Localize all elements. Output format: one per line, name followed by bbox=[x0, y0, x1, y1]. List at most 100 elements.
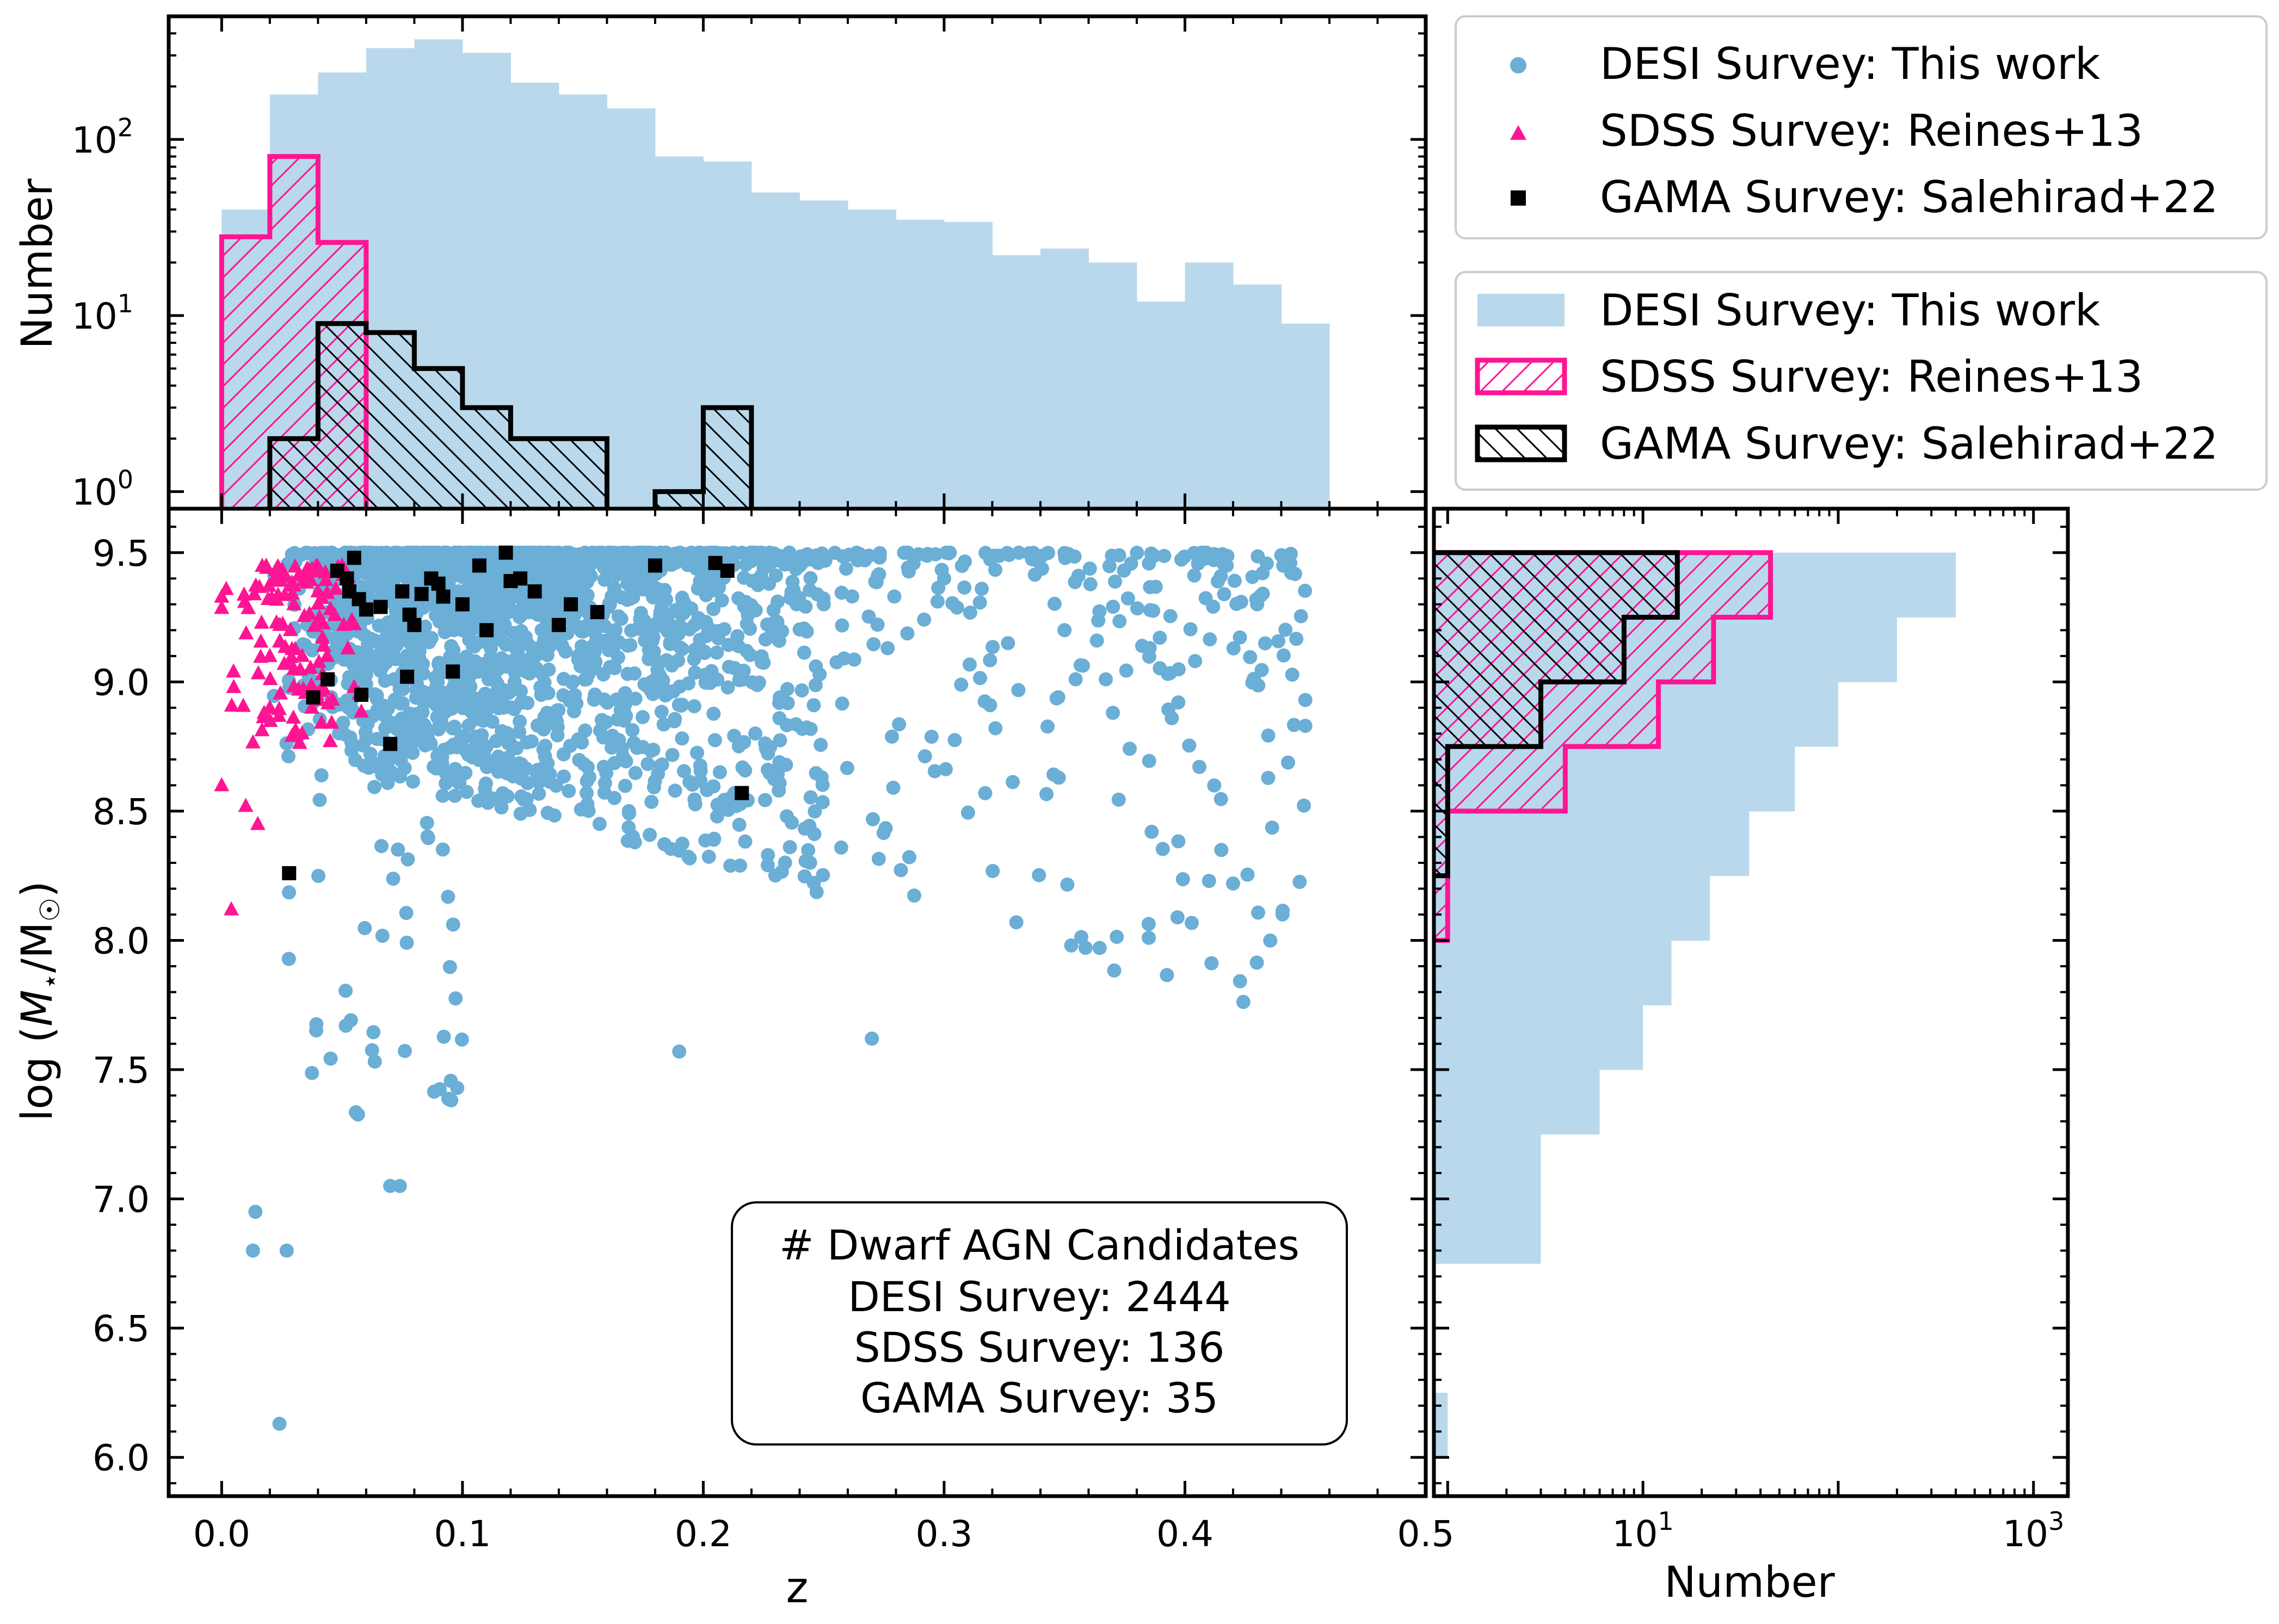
legend-desi-marker-label: DESI Survey: This work bbox=[1600, 39, 2101, 89]
desi-point bbox=[1207, 547, 1222, 561]
sdss-point bbox=[311, 653, 327, 668]
desi-point bbox=[870, 618, 885, 632]
desi-point bbox=[435, 842, 450, 857]
desi-point bbox=[556, 561, 571, 576]
desi-point bbox=[484, 641, 498, 656]
desi-point bbox=[489, 698, 503, 713]
desi-point bbox=[282, 885, 297, 900]
desi-point bbox=[611, 566, 626, 581]
sdss-point bbox=[236, 586, 252, 601]
gama-point bbox=[564, 597, 578, 612]
sdss-point bbox=[262, 713, 278, 727]
legend-sdss-triangle-icon bbox=[1510, 125, 1526, 140]
desi-point bbox=[985, 863, 1000, 878]
desi-point bbox=[803, 721, 818, 736]
desi-point bbox=[314, 768, 329, 783]
desi-point bbox=[396, 624, 410, 639]
desi-point bbox=[435, 788, 450, 803]
desi-point bbox=[816, 868, 830, 882]
desi-point bbox=[917, 612, 932, 627]
desi-point bbox=[375, 706, 390, 721]
desi-point bbox=[410, 563, 425, 577]
sdss-point bbox=[264, 589, 280, 604]
top-gama-hatch bbox=[462, 407, 511, 509]
desi-point bbox=[534, 768, 549, 783]
desi-point bbox=[580, 774, 594, 788]
legend-sdss-marker-label: SDSS Survey: Reines+13 bbox=[1600, 106, 2143, 156]
desi-point bbox=[501, 589, 516, 604]
legend-gama-hist-label: GAMA Survey: Salehirad+22 bbox=[1600, 418, 2218, 469]
desi-point bbox=[596, 730, 611, 745]
desi-point bbox=[771, 594, 785, 609]
desi-point bbox=[344, 702, 359, 717]
desi-point bbox=[972, 595, 987, 610]
desi-point bbox=[367, 1054, 382, 1069]
desi-point bbox=[1204, 956, 1219, 971]
desi-point bbox=[390, 637, 404, 652]
desi-point bbox=[1144, 824, 1159, 839]
desi-point bbox=[445, 721, 460, 736]
desi-point bbox=[1092, 941, 1107, 955]
desi-point bbox=[901, 564, 916, 579]
sdss-point bbox=[214, 600, 230, 614]
desi-point bbox=[978, 786, 993, 800]
desi-point bbox=[1108, 575, 1123, 589]
legend-desi-circle-icon bbox=[1510, 57, 1526, 73]
sdss-point bbox=[247, 586, 262, 601]
desi-point bbox=[797, 645, 811, 660]
desi-point bbox=[379, 765, 393, 780]
gama-point bbox=[590, 605, 605, 620]
legend-desi-fill-swatch bbox=[1477, 294, 1564, 326]
desi-point bbox=[434, 549, 448, 564]
desi-point bbox=[783, 840, 797, 855]
desi-point bbox=[668, 783, 682, 798]
desi-point bbox=[721, 802, 736, 817]
desi-point bbox=[954, 677, 969, 692]
desi-point bbox=[421, 731, 435, 745]
desi-point bbox=[592, 817, 607, 831]
desi-point bbox=[556, 747, 571, 762]
desi-point bbox=[623, 591, 638, 606]
desi-point bbox=[778, 855, 792, 870]
desi-point bbox=[519, 761, 533, 776]
desi-point bbox=[298, 638, 312, 652]
desi-point bbox=[503, 759, 518, 774]
sdss-point bbox=[287, 558, 303, 573]
top-desi-bar bbox=[607, 108, 656, 509]
right-histogram-bars bbox=[1434, 550, 1956, 1458]
sdss-point bbox=[354, 703, 369, 718]
desi-point bbox=[1106, 706, 1120, 720]
top-gama-hatch bbox=[318, 323, 366, 509]
gama-point bbox=[436, 589, 451, 604]
desi-point bbox=[780, 682, 794, 696]
desi-point bbox=[305, 1066, 319, 1080]
desi-point bbox=[1183, 622, 1198, 637]
desi-point bbox=[706, 779, 721, 794]
desi-point bbox=[421, 831, 435, 845]
desi-point bbox=[1227, 573, 1242, 588]
desi-point bbox=[962, 657, 977, 672]
desi-point bbox=[514, 789, 528, 804]
desi-point bbox=[1122, 742, 1137, 756]
desi-point bbox=[723, 859, 738, 873]
desi-point bbox=[470, 664, 485, 679]
desi-point bbox=[835, 618, 849, 633]
desi-point bbox=[624, 623, 639, 638]
desi-point bbox=[361, 761, 376, 775]
desi-point bbox=[924, 730, 939, 744]
sdss-point bbox=[253, 649, 269, 663]
sdss-point bbox=[344, 612, 360, 627]
desi-point bbox=[417, 718, 432, 732]
desi-point bbox=[399, 906, 414, 921]
top-desi-bar bbox=[1088, 262, 1137, 509]
sdss-point bbox=[258, 559, 274, 574]
desi-point bbox=[1274, 548, 1289, 563]
desi-point bbox=[1187, 546, 1202, 560]
desi-point bbox=[927, 764, 942, 779]
desi-point bbox=[455, 623, 470, 638]
desi-point bbox=[558, 545, 573, 560]
desi-point bbox=[900, 626, 915, 641]
sdss-point bbox=[316, 637, 332, 652]
desi-point bbox=[894, 863, 908, 878]
sdss-point bbox=[254, 614, 269, 629]
